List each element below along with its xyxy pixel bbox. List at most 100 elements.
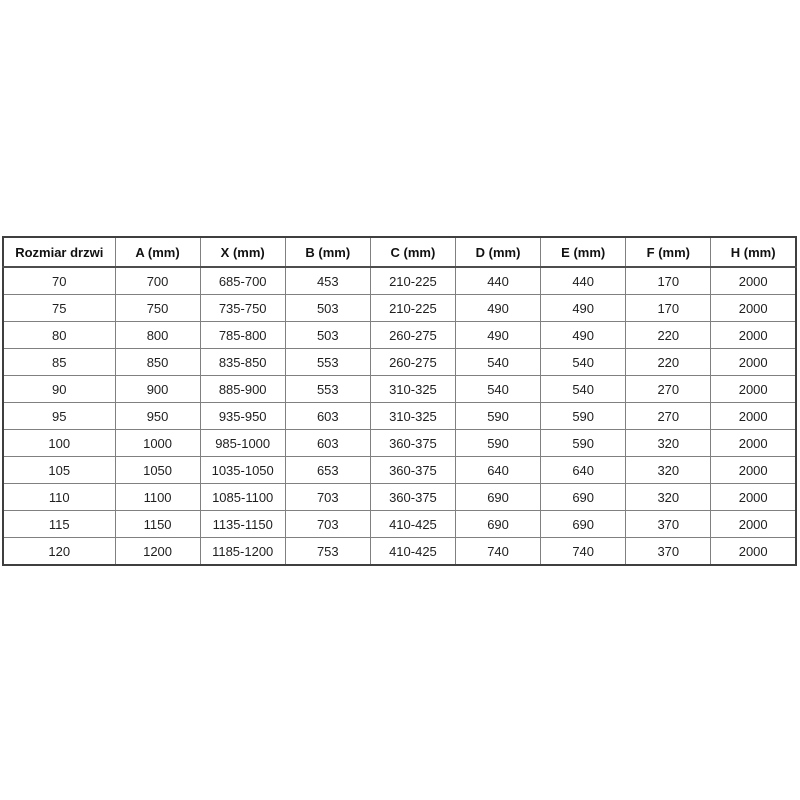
table-cell: 685-700 [199, 266, 286, 295]
table-cell: 490 [454, 321, 542, 349]
table-cell: 85 [2, 348, 116, 376]
table-cell: 70 [2, 266, 116, 295]
table-cell: 220 [625, 321, 712, 349]
table-cell: 703 [284, 510, 371, 538]
table-cell: 2000 [710, 510, 797, 538]
table-cell: 360-375 [369, 429, 457, 457]
table-cell: 320 [625, 483, 712, 511]
table-cell: 540 [540, 348, 627, 376]
column-header: F (mm) [625, 236, 712, 268]
table-cell: 370 [625, 537, 712, 566]
table-cell: 540 [454, 348, 542, 376]
table-cell: 800 [114, 321, 201, 349]
table-cell: 490 [540, 294, 627, 322]
table-cell: 703 [284, 483, 371, 511]
table-row: 80 800 785-800 503 260-275 490 490 220 2000 [2, 321, 797, 349]
table-cell: 603 [284, 402, 371, 430]
table-cell: 503 [284, 294, 371, 322]
table-cell: 553 [284, 375, 371, 403]
table-cell: 260-275 [369, 321, 457, 349]
table-cell: 740 [540, 537, 627, 566]
table-cell: 735-750 [199, 294, 286, 322]
table-cell: 100 [2, 429, 116, 457]
table-cell: 750 [114, 294, 201, 322]
column-header: B (mm) [284, 236, 371, 268]
table-cell: 210-225 [369, 294, 457, 322]
table-cell: 503 [284, 321, 371, 349]
table-cell: 170 [625, 294, 712, 322]
table-cell: 2000 [710, 402, 797, 430]
table-cell: 2000 [710, 266, 797, 295]
table-cell: 785-800 [199, 321, 286, 349]
column-header: Rozmiar drzwi [2, 236, 116, 268]
table-row: 120 1200 1185-1200 753 410-425 740 740 370 2000 [2, 537, 797, 566]
table-cell: 2000 [710, 537, 797, 566]
table-row: 90 900 885-900 553 310-325 540 540 270 2000 [2, 375, 797, 403]
table-cell: 320 [625, 429, 712, 457]
table-cell: 210-225 [369, 266, 457, 295]
table-cell: 95 [2, 402, 116, 430]
table-cell: 2000 [710, 429, 797, 457]
column-header: D (mm) [454, 236, 542, 268]
table-cell: 640 [454, 456, 542, 484]
table-cell: 540 [454, 375, 542, 403]
table-cell: 653 [284, 456, 371, 484]
table-cell: 2000 [710, 294, 797, 322]
table-row: 100 1000 985-1000 603 360-375 590 590 320 2000 [2, 429, 797, 457]
table-cell: 603 [284, 429, 371, 457]
table-cell: 260-275 [369, 348, 457, 376]
table-cell: 120 [2, 537, 116, 566]
table-cell: 1085-1100 [199, 483, 286, 511]
table-row: 95 950 935-950 603 310-325 590 590 270 2000 [2, 402, 797, 430]
table-cell: 310-325 [369, 375, 457, 403]
table-cell: 80 [2, 321, 116, 349]
header-row: Rozmiar drzwi A (mm) X (mm) B (mm) C (mm) D (… [2, 236, 797, 268]
table-cell: 110 [2, 483, 116, 511]
table-cell: 1135-1150 [199, 510, 286, 538]
table-cell: 900 [114, 375, 201, 403]
table-cell: 410-425 [369, 537, 457, 566]
table-cell: 270 [625, 402, 712, 430]
table-cell: 985-1000 [199, 429, 286, 457]
table-cell: 2000 [710, 321, 797, 349]
door-dimensions-table-container: Rozmiar drzwi A (mm) X (mm) B (mm) C (mm) D (… [2, 236, 797, 566]
column-header: H (mm) [710, 236, 797, 268]
door-dimensions-table: Rozmiar drzwi A (mm) X (mm) B (mm) C (mm) D (… [2, 236, 797, 566]
table-cell: 170 [625, 266, 712, 295]
table-cell: 950 [114, 402, 201, 430]
table-cell: 1200 [114, 537, 201, 566]
table-row: 105 1050 1035-1050 653 360-375 640 640 320 2000 [2, 456, 797, 484]
table-cell: 360-375 [369, 456, 457, 484]
table-cell: 220 [625, 348, 712, 376]
table-cell: 690 [540, 510, 627, 538]
table-cell: 590 [540, 402, 627, 430]
table-cell: 690 [454, 510, 542, 538]
table-cell: 320 [625, 456, 712, 484]
table-cell: 440 [454, 266, 542, 295]
table-cell: 2000 [710, 348, 797, 376]
table-cell: 553 [284, 348, 371, 376]
table-cell: 75 [2, 294, 116, 322]
table-cell: 1100 [114, 483, 201, 511]
table-cell: 440 [540, 266, 627, 295]
table-cell: 590 [540, 429, 627, 457]
table-cell: 850 [114, 348, 201, 376]
table-cell: 453 [284, 266, 371, 295]
table-cell: 90 [2, 375, 116, 403]
table-cell: 885-900 [199, 375, 286, 403]
table-row: 85 850 835-850 553 260-275 540 540 220 2000 [2, 348, 797, 376]
table-cell: 1185-1200 [199, 537, 286, 566]
table-cell: 105 [2, 456, 116, 484]
table-cell: 490 [454, 294, 542, 322]
table-cell: 270 [625, 375, 712, 403]
table-cell: 753 [284, 537, 371, 566]
table-cell: 1050 [114, 456, 201, 484]
table-cell: 590 [454, 402, 542, 430]
table-cell: 590 [454, 429, 542, 457]
table-row: 110 1100 1085-1100 703 360-375 690 690 320 2000 [2, 483, 797, 511]
table-cell: 1000 [114, 429, 201, 457]
table-cell: 690 [454, 483, 542, 511]
column-header: E (mm) [540, 236, 627, 268]
table-cell: 2000 [710, 375, 797, 403]
